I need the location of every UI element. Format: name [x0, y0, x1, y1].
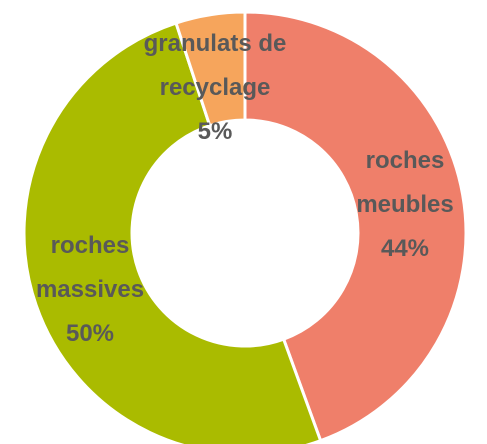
category-label: roches massives	[35, 232, 145, 303]
value-label: 44%	[380, 235, 430, 262]
slice-label: granulats de recyclage 5%	[115, 22, 315, 154]
donut-slice	[243, 10, 468, 443]
slice-label: roches meubles 44%	[325, 139, 485, 271]
donut-slice	[174, 10, 247, 128]
category-label: roches meubles	[356, 147, 454, 218]
slice-label: roches massives 50%	[20, 224, 160, 356]
category-label: granulats de recyclage	[143, 30, 287, 101]
value-label: 5%	[197, 118, 233, 145]
donut-slice	[22, 21, 323, 444]
value-label: 50%	[65, 320, 115, 347]
